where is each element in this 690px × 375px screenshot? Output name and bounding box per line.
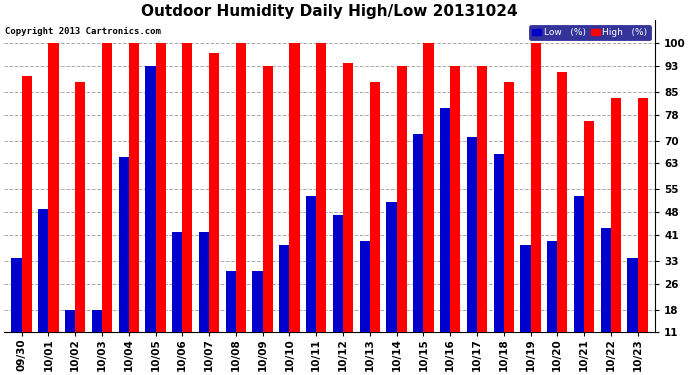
Text: Copyright 2013 Cartronics.com: Copyright 2013 Cartronics.com <box>6 27 161 36</box>
Bar <box>477 66 487 368</box>
Bar <box>601 228 611 368</box>
Bar <box>466 137 477 368</box>
Bar <box>584 121 594 368</box>
Bar <box>558 72 567 368</box>
Bar <box>289 43 299 368</box>
Bar <box>199 232 209 368</box>
Bar <box>611 98 621 368</box>
Bar <box>226 271 236 368</box>
Bar <box>172 232 182 368</box>
Bar <box>424 43 433 368</box>
Bar <box>236 43 246 368</box>
Bar <box>12 258 21 368</box>
Bar <box>38 209 48 368</box>
Bar <box>493 154 504 368</box>
Bar <box>627 258 638 368</box>
Bar <box>574 196 584 368</box>
Bar <box>638 98 648 368</box>
Bar <box>21 76 32 368</box>
Bar <box>397 66 406 368</box>
Title: Outdoor Humidity Daily High/Low 20131024: Outdoor Humidity Daily High/Low 20131024 <box>141 4 518 19</box>
Bar <box>413 134 424 368</box>
Bar <box>504 82 514 368</box>
Bar <box>450 66 460 368</box>
Bar <box>316 43 326 368</box>
Bar <box>48 43 59 368</box>
Bar <box>547 242 558 368</box>
Bar <box>343 63 353 368</box>
Bar <box>306 196 316 368</box>
Bar <box>279 244 289 368</box>
Bar <box>182 43 193 368</box>
Bar <box>129 43 139 368</box>
Legend: Low   (%), High   (%): Low (%), High (%) <box>529 25 651 40</box>
Bar <box>155 43 166 368</box>
Bar <box>333 215 343 368</box>
Bar <box>370 82 380 368</box>
Bar <box>531 43 541 368</box>
Bar <box>102 43 112 368</box>
Bar <box>119 157 129 368</box>
Bar <box>146 66 155 368</box>
Bar <box>386 202 397 368</box>
Bar <box>65 310 75 368</box>
Bar <box>440 108 450 368</box>
Bar <box>359 242 370 368</box>
Bar <box>92 310 102 368</box>
Bar <box>75 82 86 368</box>
Bar <box>253 271 263 368</box>
Bar <box>520 244 531 368</box>
Bar <box>209 53 219 368</box>
Bar <box>263 66 273 368</box>
